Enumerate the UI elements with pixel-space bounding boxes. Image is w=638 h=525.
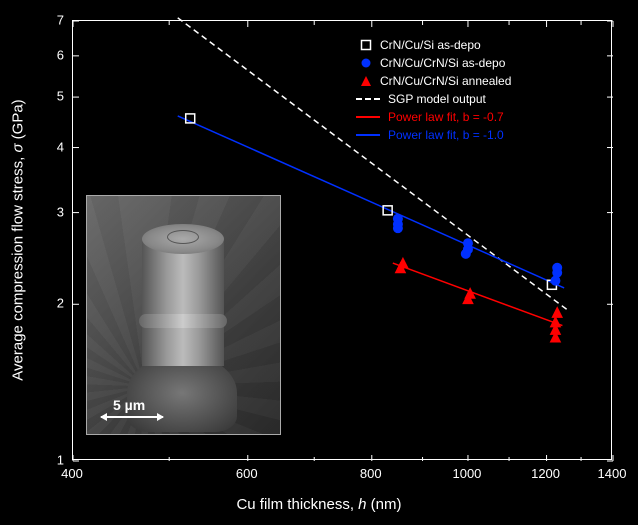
pillar-ridge — [139, 314, 227, 328]
legend-label: CrN/Cu/CrN/Si as-depo — [380, 56, 505, 70]
scale-bar-arrow — [101, 416, 163, 418]
data-point-s3 — [398, 258, 408, 268]
x-tick-label: 1200 — [531, 466, 560, 481]
x-tick-label: 400 — [61, 466, 83, 481]
x-tick-label: 1000 — [452, 466, 481, 481]
legend-item: CrN/Cu/CrN/Si annealed — [356, 72, 511, 90]
data-point-s2 — [551, 276, 560, 285]
pillar-top-ring — [167, 230, 199, 244]
x-tick-label: 800 — [360, 466, 382, 481]
legend-label: SGP model output — [388, 92, 486, 106]
x-axis-label: Cu film thickness, h (nm) — [0, 496, 638, 513]
legend-label: Power law fit, b = -0.7 — [388, 110, 504, 124]
legend-label: Power law fit, b = -1.0 — [388, 128, 504, 142]
scale-bar: 5 µm — [101, 397, 163, 418]
x-tick-label: 600 — [236, 466, 258, 481]
y-tick-label: 4 — [57, 139, 64, 154]
legend-item: CrN/Cu/CrN/Si as-depo — [356, 54, 511, 72]
chart-container: 5 µm CrN/Cu/Si as-depo CrN/Cu/CrN/Si as-d… — [0, 0, 638, 525]
pillar-body — [142, 236, 224, 366]
data-point-s2 — [393, 214, 402, 223]
legend-item: Power law fit, b = -1.0 — [356, 126, 511, 144]
data-point-s2 — [463, 239, 472, 248]
legend-label: CrN/Cu/CrN/Si annealed — [380, 74, 511, 88]
y-tick-label: 2 — [57, 296, 64, 311]
legend-marker — [356, 57, 376, 69]
legend-marker — [356, 116, 384, 118]
y-tick-label: 7 — [57, 13, 64, 28]
legend-item: SGP model output — [356, 90, 511, 108]
legend-item: Power law fit, b = -0.7 — [356, 108, 511, 126]
data-point-s3 — [552, 307, 562, 317]
y-tick-label: 3 — [57, 204, 64, 219]
y-tick-label: 6 — [57, 47, 64, 62]
y-tick-label: 5 — [57, 89, 64, 104]
fit-line-pl07 — [393, 263, 563, 326]
legend: CrN/Cu/Si as-depo CrN/Cu/CrN/Si as-depo Cr… — [356, 36, 511, 144]
legend-marker — [356, 134, 384, 136]
legend-marker — [356, 75, 376, 87]
legend-item: CrN/Cu/Si as-depo — [356, 36, 511, 54]
x-tick-label: 1400 — [598, 466, 627, 481]
legend-marker — [356, 39, 376, 51]
legend-label: CrN/Cu/Si as-depo — [380, 38, 481, 52]
legend-marker — [356, 98, 384, 100]
y-tick-label: 1 — [57, 453, 64, 468]
inset-sem-image: 5 µm — [86, 195, 281, 435]
scale-bar-text: 5 µm — [113, 397, 145, 413]
data-point-s2 — [553, 263, 562, 272]
